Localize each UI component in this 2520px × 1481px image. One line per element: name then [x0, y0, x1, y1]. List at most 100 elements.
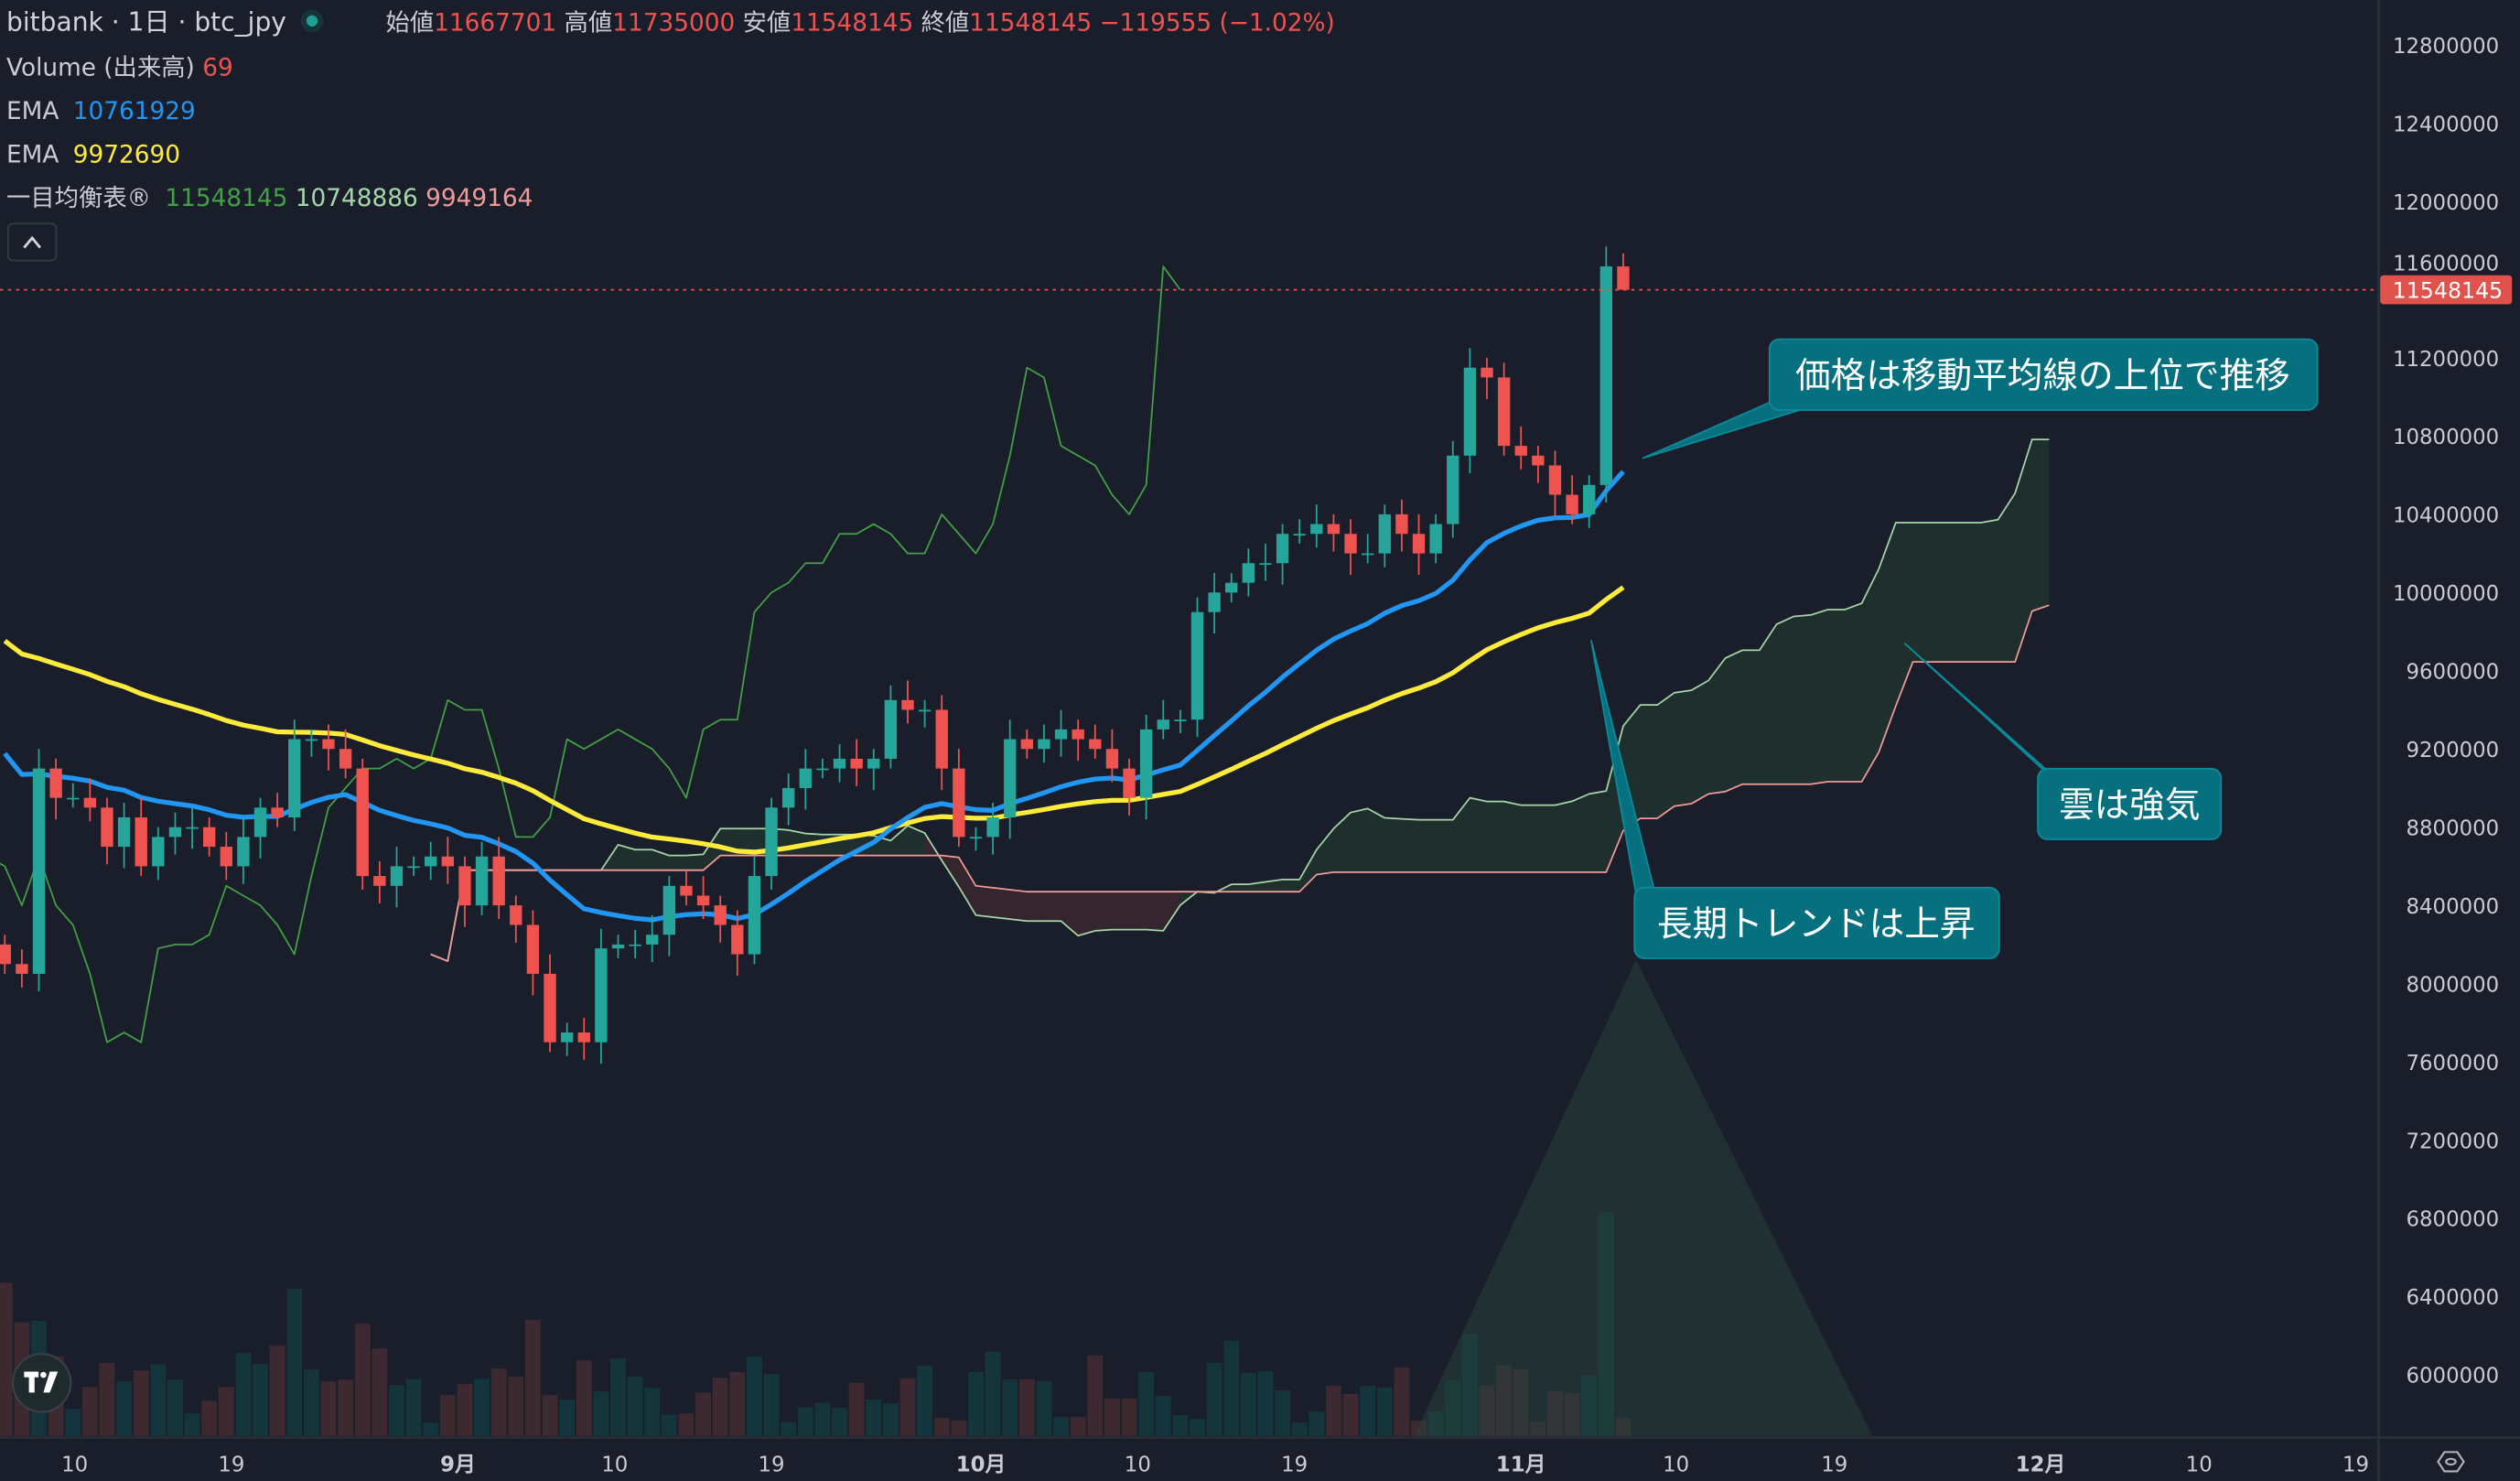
time-tick-label: 12月	[2016, 1453, 2066, 1476]
callout-box[interactable]	[2037, 767, 2223, 840]
candle	[510, 895, 522, 943]
candle	[1447, 440, 1459, 538]
price-tick-label: 12800000	[2393, 35, 2499, 59]
volume-bar	[1190, 1419, 1205, 1436]
candle-body	[884, 699, 898, 759]
candle-body	[220, 847, 232, 867]
callout-price-above-ma[interactable]: 価格は移動平均線の上位で推移	[1642, 338, 2319, 459]
volume-bar	[423, 1422, 439, 1436]
candle-body	[1225, 582, 1238, 593]
volume-bar	[99, 1363, 115, 1436]
candle	[901, 680, 914, 724]
candle-body	[458, 866, 471, 906]
legend-ema-fast[interactable]: EMA 10761929	[6, 98, 196, 125]
candle	[1310, 504, 1323, 548]
settings-button[interactable]	[2437, 1451, 2465, 1473]
candle	[117, 802, 131, 869]
candle-body	[544, 973, 556, 1043]
candle-body	[288, 739, 301, 818]
volume-bar	[218, 1387, 234, 1436]
volume-bar	[508, 1377, 524, 1436]
cloud-segment	[1503, 801, 1522, 872]
lagging-span-line	[0, 265, 1181, 1043]
callout-box[interactable]	[1633, 886, 2000, 959]
volume-bar	[678, 1413, 695, 1436]
volume-bar	[235, 1353, 252, 1436]
candle	[186, 807, 199, 849]
candle-body	[1583, 484, 1596, 514]
triangle-shape[interactable]	[1414, 959, 1873, 1436]
volume-bar	[150, 1364, 167, 1436]
candle-body	[1344, 534, 1357, 554]
candle-body	[1327, 524, 1341, 535]
candle	[407, 856, 420, 877]
time-tick-label: 19	[759, 1453, 785, 1476]
legend-ichimoku[interactable]: 一目均衡表® 11548145 10748886 9949164	[6, 185, 533, 212]
volume-bar	[695, 1392, 712, 1436]
volume-bar	[1053, 1417, 1069, 1436]
candle	[492, 837, 505, 920]
market-status-icon[interactable]	[300, 9, 324, 33]
volume-bar	[1513, 1368, 1529, 1436]
candle-body	[67, 797, 80, 800]
volume-bar	[0, 1282, 13, 1436]
volume-bar	[389, 1385, 404, 1436]
candle	[1344, 519, 1357, 576]
candle-body	[1497, 377, 1511, 447]
callout-box[interactable]	[1768, 338, 2319, 411]
volume-bar	[269, 1346, 285, 1436]
candle	[475, 841, 489, 915]
price-tick-label: 7600000	[2407, 1052, 2500, 1076]
callout-text: 価格は移動平均線の上位で推移	[1795, 355, 2290, 396]
cloud-segment	[1810, 610, 1828, 784]
candle	[1038, 724, 1050, 763]
collapse-legend-button[interactable]	[6, 222, 58, 262]
cloud-segment	[1351, 808, 1368, 872]
annotation-triangle[interactable]	[1414, 959, 1873, 1436]
cloud-segment	[1572, 794, 1589, 872]
candle	[1089, 724, 1102, 759]
candle-body	[510, 905, 522, 925]
volume-bar	[1087, 1355, 1104, 1436]
volume-bar	[917, 1365, 933, 1436]
legend-ema-slow[interactable]: EMA 9972690	[6, 141, 180, 168]
candle	[833, 743, 846, 783]
legend-volume[interactable]: Volume (出来高) 69	[6, 55, 233, 82]
collapse-button-box[interactable]	[6, 222, 58, 262]
candle-body	[1259, 563, 1272, 566]
settings-icon[interactable]	[2437, 1451, 2465, 1473]
candle	[220, 832, 232, 881]
candle	[1293, 519, 1306, 544]
tradingview-logo[interactable]	[11, 1353, 72, 1413]
price-tag-box	[2380, 275, 2513, 305]
volume-bar	[133, 1370, 149, 1436]
volume-bar	[524, 1319, 541, 1436]
cloud-segment	[1861, 568, 1879, 783]
volume-bar	[1002, 1378, 1018, 1436]
time-axis[interactable]: 10 19 9月 10 19 10月 10 19 11月 10 19 12月 10 19	[61, 1453, 2369, 1476]
volume-bar	[763, 1374, 780, 1436]
candle-body	[186, 827, 199, 829]
volume-bar	[1581, 1376, 1598, 1436]
cloud-segment	[890, 826, 909, 856]
callout-long-term-up[interactable]: 長期トレンドは上昇	[1589, 639, 2000, 959]
candle-body	[782, 787, 795, 808]
volume-bar	[1275, 1389, 1291, 1436]
legend-row-symbol[interactable]: bitbank · 1日 · btc_jpy	[6, 6, 286, 37]
candle-body	[1174, 719, 1187, 721]
candle	[101, 797, 113, 865]
cloud-segment	[1418, 819, 1437, 872]
volume-bar	[1598, 1212, 1614, 1436]
candle	[356, 758, 369, 891]
logo-badge[interactable]	[11, 1353, 72, 1413]
callout-cloud-bullish[interactable]: 雲は強気	[1903, 643, 2223, 840]
volume-bar	[405, 1378, 422, 1436]
price-tick-label: 8400000	[2407, 895, 2500, 919]
candle-body	[901, 699, 914, 710]
price-tick-label: 7200000	[2407, 1130, 2500, 1153]
plot-area[interactable]	[0, 246, 2379, 1436]
volume-bar	[729, 1372, 746, 1436]
cloud-segment	[1521, 805, 1538, 872]
candle	[986, 802, 999, 855]
